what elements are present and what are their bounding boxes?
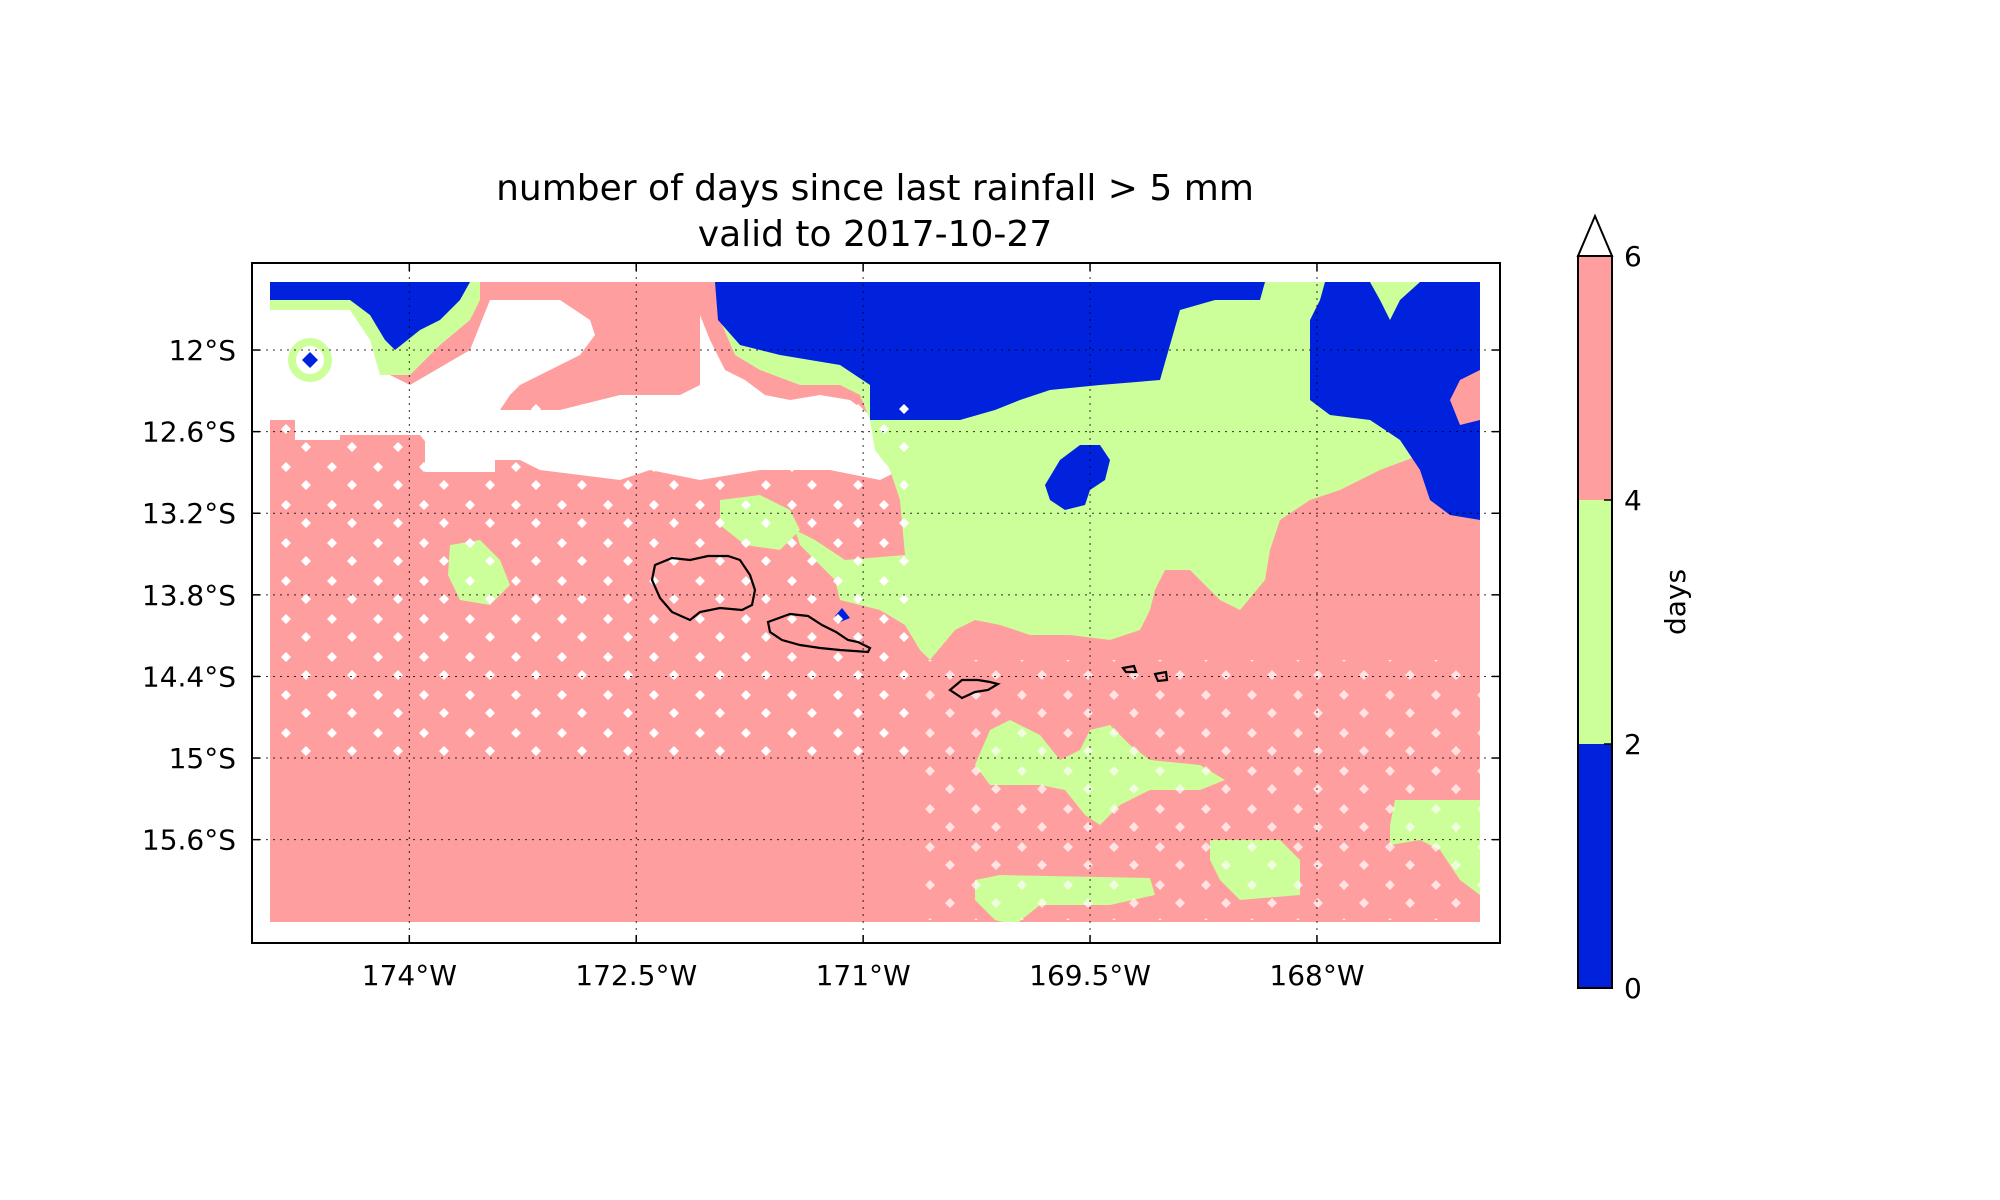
map-area: 174°W 172.5°W 171°W 169.5°W 168°W 12°S 12.6°S… xyxy=(142,262,1501,992)
colorbar-frame xyxy=(1577,255,1613,989)
x-tick-label: 169.5°W xyxy=(1029,959,1151,992)
colorbar-tick-label: 6 xyxy=(1624,240,1642,273)
colorbar-tick-label: 0 xyxy=(1624,972,1642,1005)
gridlines xyxy=(252,263,1500,943)
colorbar-tick-label: 2 xyxy=(1624,728,1642,761)
y-tick-label: 15°S xyxy=(169,742,236,775)
coastlines xyxy=(513,554,1169,942)
colorbar-ticks: 0 2 4 6 xyxy=(1604,240,1642,1005)
field-0-2-dot xyxy=(302,352,318,368)
field-speckles xyxy=(280,400,920,760)
coastline-savaii xyxy=(650,554,757,622)
map-title-line-1: number of days since last rainfall > 5 m… xyxy=(496,168,1254,209)
y-tick-label: 13.8°S xyxy=(142,579,236,612)
colorbar: 0 2 4 6 days xyxy=(1576,213,1692,1005)
rainfall-field xyxy=(270,282,1480,942)
field-0-2-north-east xyxy=(1310,282,1480,520)
y-axis: 12°S 12.6°S 13.2°S 13.8°S 14.4°S 15°S 15.6°S xyxy=(142,334,1500,857)
colorbar-bin xyxy=(1578,500,1612,744)
x-tick-label: 168°W xyxy=(1269,959,1364,992)
field-0-2-blob xyxy=(1045,445,1110,510)
coastline-niuatoputapu xyxy=(513,934,522,942)
x-axis: 174°W 172.5°W 171°W 169.5°W 168°W xyxy=(362,263,1365,992)
field-speckles xyxy=(920,660,1480,920)
field-2-4-ring xyxy=(288,338,332,382)
field-0-2-north-central xyxy=(715,282,1265,420)
y-tick-label: 14.4°S xyxy=(142,660,236,693)
y-tick-label: 15.6°S xyxy=(142,824,236,857)
y-tick-label: 13.2°S xyxy=(142,497,236,530)
colorbar-tick-label: 4 xyxy=(1624,484,1642,517)
y-tick-label: 12.6°S xyxy=(142,416,236,449)
coastline-upolu xyxy=(766,612,872,654)
map-title-line-2: valid to 2017-10-27 xyxy=(698,214,1052,255)
colorbar-bins xyxy=(1578,256,1612,988)
x-tick-label: 174°W xyxy=(362,959,457,992)
coastline-manua xyxy=(1121,664,1169,683)
coastline-tutuila xyxy=(948,678,1001,700)
map-frame xyxy=(251,262,1501,944)
field-0-2-north-west xyxy=(270,282,470,350)
colorbar-bin xyxy=(1578,744,1612,988)
x-tick-label: 171°W xyxy=(816,959,911,992)
colorbar-label: days xyxy=(1659,569,1692,635)
colorbar-bin xyxy=(1578,256,1612,500)
x-tick-label: 172.5°W xyxy=(575,959,697,992)
colorbar-extend-triangle xyxy=(1576,213,1614,257)
y-tick-label: 12°S xyxy=(169,334,236,367)
